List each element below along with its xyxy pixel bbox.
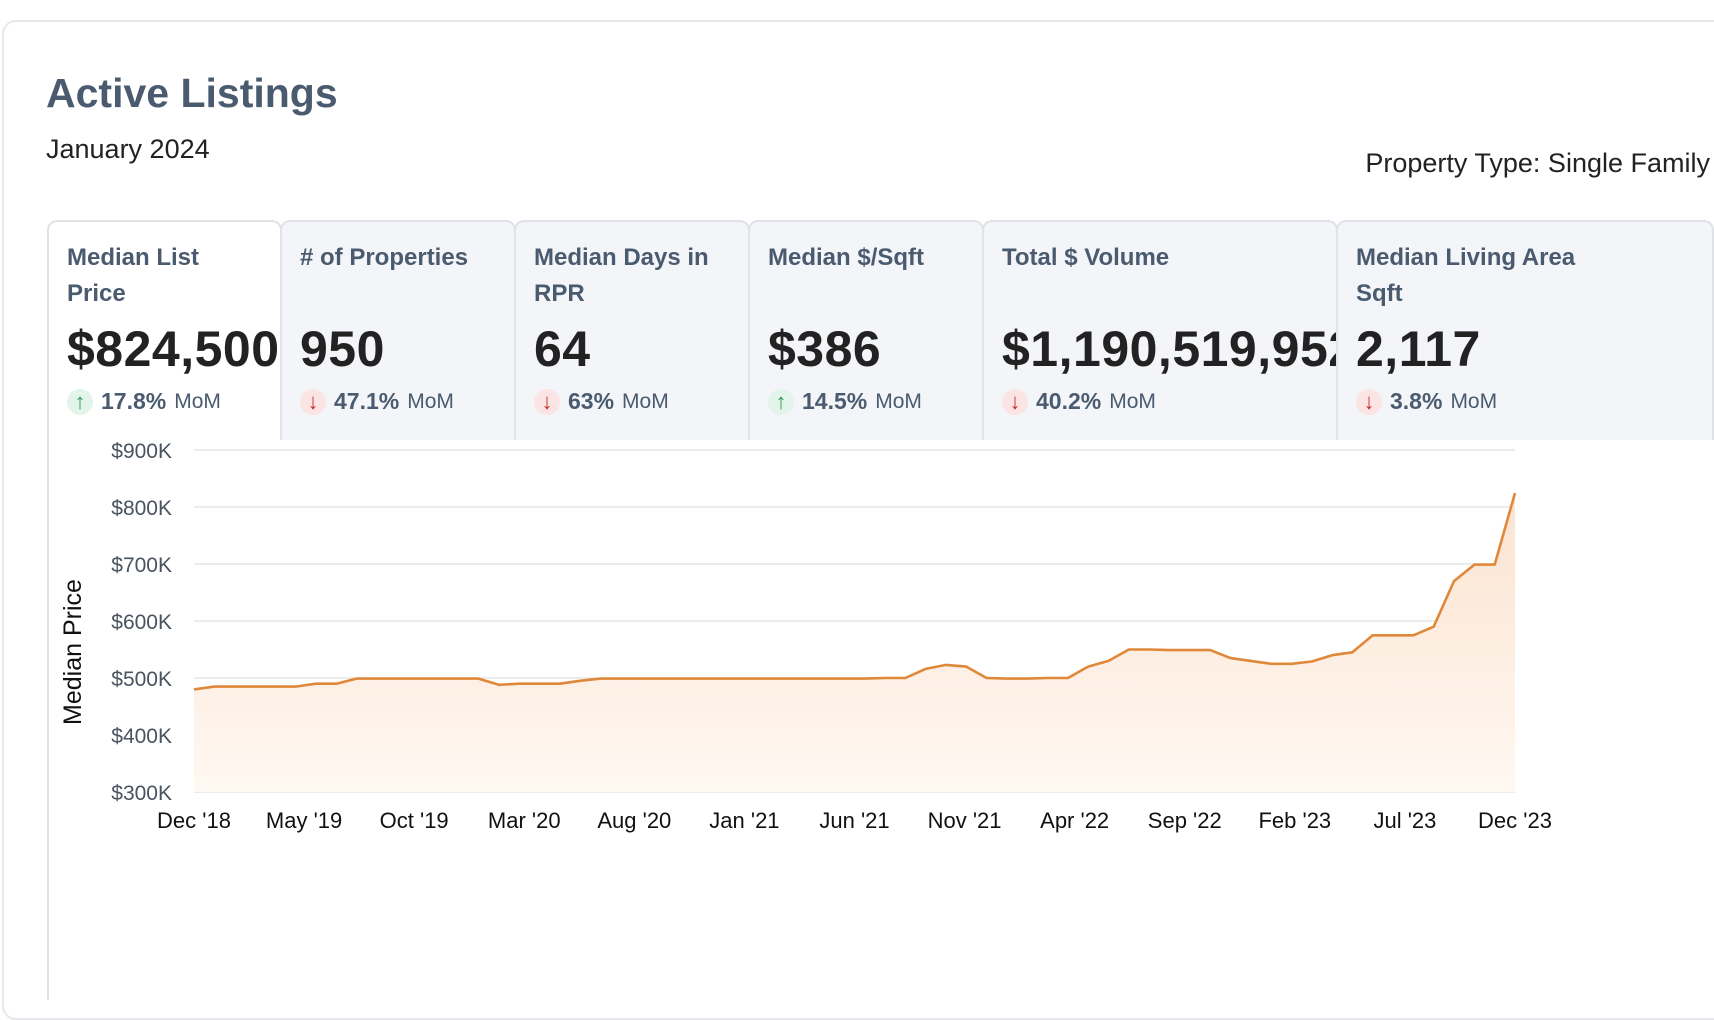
tab-value: 64 [534, 321, 591, 377]
change-percent: 17.8% [101, 388, 167, 414]
median-price-chart[interactable]: $300K $400K $500K $600K $700K $800K $900K Dec … [49, 440, 1714, 988]
tab-median-days-in-rpr[interactable]: Median Days in RPR 64 ↓ 63% MoM [514, 220, 750, 440]
y-tick-label: $300K [111, 782, 172, 805]
arrow-down-icon: ↓ [534, 388, 560, 415]
y-tick-label: $600K [111, 611, 172, 634]
price-series-line [193, 492, 1517, 691]
tab-label: Median Living Area Sqft [1356, 244, 1576, 307]
tab-change: ↑ 14.5% MoM [768, 388, 964, 415]
page-title: Active Listings [46, 70, 338, 116]
change-percent: 63% [568, 388, 615, 414]
change-period: MoM [622, 389, 669, 413]
change-period: MoM [1450, 389, 1498, 413]
tab-value: 950 [300, 321, 385, 377]
change-percent: 14.5% [802, 388, 868, 414]
chart-container: $300K $400K $500K $600K $700K $800K $900K Dec … [47, 440, 1714, 1000]
change-percent: 3.8% [1390, 388, 1443, 414]
tab-label: Total $ Volume [1002, 244, 1170, 271]
x-tick-label: Feb '23 [1258, 808, 1331, 833]
x-tick-label: Aug '20 [597, 808, 671, 833]
arrow-down-icon: ↓ [300, 388, 326, 415]
change-period: MoM [174, 389, 221, 413]
x-tick-label: Nov '21 [928, 808, 1002, 833]
tab-median-list-price[interactable]: Median List Price $824,500 ↑ 17.8% MoM [47, 220, 282, 440]
change-period: MoM [407, 389, 454, 413]
tab-value: $824,500 [67, 321, 280, 377]
x-tick-label: Jan '21 [709, 808, 779, 833]
tab-total-volume[interactable]: Total $ Volume $1,190,519,952 ↓ 40.2% Mo… [982, 220, 1357, 440]
tab-change: ↓ 3.8% MoM [1356, 388, 1694, 415]
tab-median-price-per-sqft[interactable]: Median $/Sqft $386 ↑ 14.5% MoM [748, 220, 984, 440]
tab-label: Median Days in RPR [534, 244, 709, 307]
tab-change: ↓ 63% MoM [534, 388, 730, 415]
x-axis-ticks: Dec '18 May '19 Oct '19 Mar '20 Aug '20 Jan '… [157, 808, 1552, 833]
active-listings-panel [2, 20, 1714, 1020]
y-tick-label: $800K [111, 497, 172, 520]
x-tick-label: Mar '20 [488, 808, 561, 833]
change-percent: 40.2% [1036, 388, 1102, 414]
arrow-up-icon: ↑ [67, 388, 93, 415]
y-axis-ticks: $300K $400K $500K $600K $700K $800K $900K [111, 440, 172, 805]
price-area-fill [194, 493, 1515, 792]
x-tick-label: Sep '22 [1148, 808, 1222, 833]
tab-change: ↓ 47.1% MoM [300, 388, 496, 415]
x-tick-label: Apr '22 [1040, 808, 1109, 833]
arrow-down-icon: ↓ [1002, 388, 1028, 415]
y-tick-label: $500K [111, 668, 172, 691]
change-period: MoM [875, 389, 922, 413]
tab-label: Median $/Sqft [768, 244, 925, 271]
property-type-label: Property Type: Single Family [1365, 148, 1710, 178]
tab-label: Median List Price [67, 244, 200, 307]
x-tick-label: Jun '21 [819, 808, 889, 833]
metric-tabs: Median List Price $824,500 ↑ 17.8% MoM #… [47, 220, 1714, 440]
arrow-down-icon: ↓ [1356, 388, 1382, 415]
tab-value: 2,117 [1356, 321, 1481, 377]
x-tick-label: Dec '18 [157, 808, 231, 833]
x-tick-label: Dec '23 [1478, 808, 1552, 833]
tab-number-of-properties[interactable]: # of Properties 950 ↓ 47.1% MoM [280, 220, 516, 440]
y-tick-label: $400K [111, 725, 172, 748]
arrow-up-icon: ↑ [768, 388, 794, 415]
tab-median-living-area[interactable]: Median Living Area Sqft 2,117 ↓ 3.8% MoM [1336, 220, 1714, 440]
change-percent: 47.1% [334, 388, 400, 414]
x-tick-label: Oct '19 [380, 808, 449, 833]
y-tick-label: $700K [111, 554, 172, 577]
report-period: January 2024 [46, 134, 210, 164]
tab-change: ↑ 17.8% MoM [67, 388, 262, 415]
tab-label: # of Properties [300, 244, 469, 271]
tab-value: $1,190,519,952 [1002, 321, 1357, 377]
y-axis-label: Median Price [59, 579, 87, 725]
change-period: MoM [1109, 389, 1156, 413]
y-tick-label: $900K [111, 440, 172, 463]
x-tick-label: Jul '23 [1373, 808, 1436, 833]
tab-value: $386 [768, 321, 882, 377]
tab-change: ↓ 40.2% MoM [1002, 388, 1318, 415]
x-tick-label: May '19 [266, 808, 342, 833]
